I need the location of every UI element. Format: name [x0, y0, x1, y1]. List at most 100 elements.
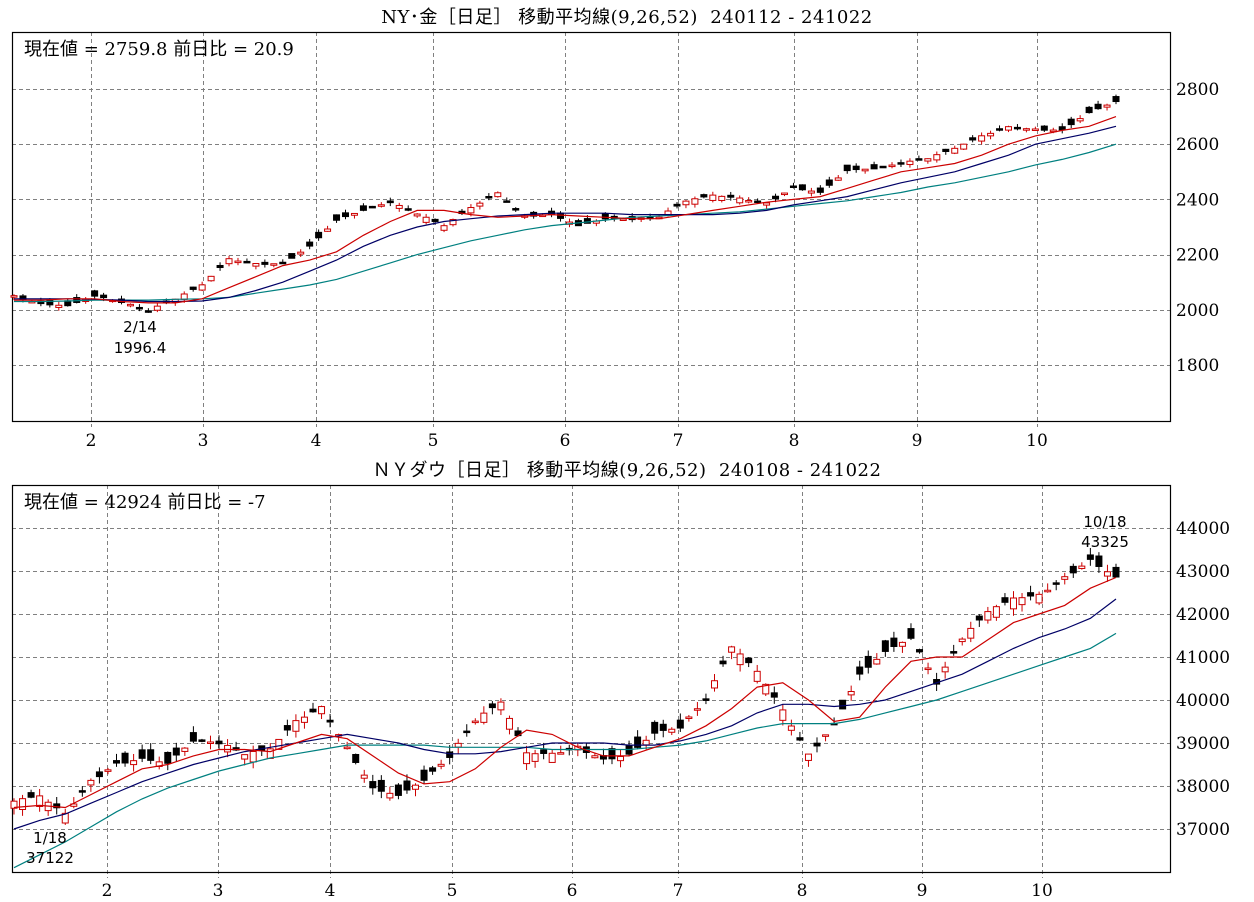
- up-candle: [548, 752, 556, 763]
- down-candle: [485, 196, 493, 199]
- down-candle: [608, 748, 616, 760]
- up-candle: [360, 774, 368, 779]
- down-candle: [333, 214, 341, 221]
- down-candle: [996, 128, 1004, 131]
- up-candle: [898, 641, 906, 647]
- up-candle: [224, 744, 232, 753]
- up-candle: [252, 263, 260, 267]
- down-candle: [216, 264, 224, 269]
- up-candle: [395, 204, 403, 209]
- up-candle: [531, 753, 539, 762]
- down-candle: [915, 158, 923, 161]
- y-axis-labels: 2800 2600 2400 2200 2000 1800: [1176, 80, 1219, 376]
- down-candle: [326, 719, 334, 723]
- down-candle: [1112, 96, 1120, 103]
- down-candle: [359, 205, 367, 211]
- y-tick-label: 2400: [1176, 190, 1219, 210]
- down-candle: [727, 194, 735, 198]
- x-tick-label: 8: [789, 431, 800, 451]
- up-candle: [888, 164, 896, 168]
- up-candle: [292, 720, 300, 732]
- up-candle: [343, 746, 351, 750]
- up-candle: [350, 212, 358, 216]
- down-candle: [870, 164, 878, 170]
- up-candle: [449, 219, 457, 226]
- x-tick-label: 3: [213, 881, 224, 901]
- down-candle: [856, 666, 864, 675]
- down-candle: [975, 615, 983, 621]
- down-candle: [53, 803, 61, 809]
- down-candle: [676, 719, 684, 729]
- down-candle: [315, 231, 323, 239]
- up-candle: [207, 275, 215, 282]
- up-candle: [984, 611, 992, 621]
- up-candle: [958, 638, 966, 643]
- up-candle: [471, 720, 479, 724]
- current-value-info: 現在値 = 2759.8 前日比 = 20.9: [24, 39, 294, 60]
- down-candle: [897, 162, 905, 165]
- up-candle: [153, 305, 161, 311]
- up-candle: [728, 646, 736, 653]
- down-candle: [243, 260, 251, 264]
- up-candle: [61, 812, 69, 824]
- high-annotation-date: 10/18: [1083, 513, 1126, 531]
- up-candle: [992, 606, 1000, 618]
- down-candle: [394, 784, 402, 796]
- x-tick-label: 4: [325, 881, 336, 901]
- x-tick-label: 10: [1031, 881, 1053, 901]
- up-candle: [87, 779, 95, 786]
- x-tick-label: 9: [917, 881, 928, 901]
- down-candle: [100, 294, 108, 299]
- x-axis-labels: 2 3 4 5 6 7 8 9 10: [86, 431, 1048, 451]
- down-candle: [879, 165, 887, 169]
- down-candle: [113, 760, 121, 764]
- up-candle: [234, 260, 242, 264]
- up-candle: [617, 756, 625, 762]
- y-tick-label: 2600: [1176, 135, 1219, 155]
- down-candle: [916, 649, 924, 653]
- down-candle: [172, 747, 180, 756]
- ma9-line: [13, 576, 1117, 809]
- up-candle: [736, 197, 744, 204]
- down-candle: [1094, 103, 1102, 110]
- down-candle: [279, 261, 287, 265]
- down-candle: [403, 780, 411, 791]
- down-candle: [404, 208, 412, 211]
- up-candle: [941, 666, 949, 673]
- x-tick-label: 5: [428, 431, 439, 451]
- down-candle: [700, 194, 708, 198]
- down-candle: [754, 200, 762, 204]
- up-candle: [19, 798, 27, 811]
- down-candle: [907, 628, 915, 639]
- down-candle: [446, 751, 454, 758]
- grid-lines: [12, 32, 1170, 427]
- down-candle: [463, 730, 471, 734]
- up-candle: [1035, 593, 1043, 604]
- y-axis-labels: 44000 43000 42000 41000 40000 39000 38000 37000: [1176, 519, 1230, 840]
- gold-candlestick-chart: 2800 2600 2400 2200 2000 1800 2 3 4 5 6 7 8 9 10 現在値 = …: [10, 31, 1219, 451]
- up-candle: [249, 750, 257, 763]
- candles: [10, 547, 1120, 825]
- down-candle: [288, 253, 296, 259]
- down-candle: [825, 179, 833, 186]
- up-candle: [804, 753, 812, 761]
- x-tick-label: 6: [567, 881, 578, 901]
- down-candle: [813, 742, 821, 747]
- y-tick-label: 2800: [1176, 80, 1219, 100]
- down-candle: [890, 637, 898, 647]
- down-candle: [1052, 582, 1060, 585]
- up-candle: [523, 752, 531, 765]
- up-candle: [642, 739, 650, 746]
- down-candle: [1085, 106, 1093, 114]
- candles: [10, 94, 1120, 313]
- down-candle: [352, 753, 360, 763]
- down-candle: [144, 310, 152, 313]
- down-candle: [673, 203, 681, 207]
- x-tick-label: 10: [1026, 431, 1048, 451]
- low-annotation-value: 1996.4: [114, 339, 167, 357]
- up-candle: [494, 192, 502, 198]
- up-candle: [454, 742, 462, 748]
- down-candle: [719, 660, 727, 665]
- down-candle: [306, 241, 314, 247]
